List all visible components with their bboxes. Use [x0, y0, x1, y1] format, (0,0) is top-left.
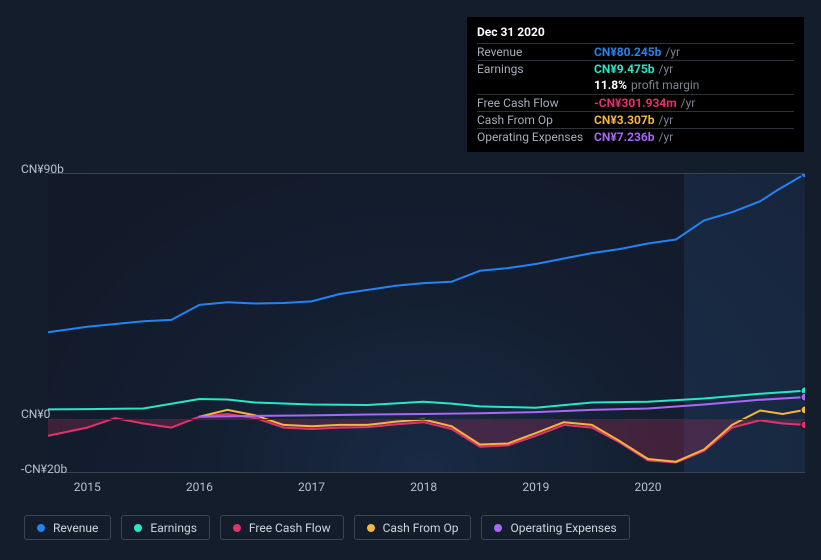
legend-item-label: Free Cash Flow [249, 521, 331, 535]
tooltip-row-value: 11.8% [594, 77, 627, 94]
tooltip-row-label: Free Cash Flow [477, 95, 594, 112]
tooltip-row-label: Operating Expenses [477, 129, 594, 146]
legend-item-free-cash-flow[interactable]: Free Cash Flow [220, 515, 344, 540]
chart-y-tick-label: CN¥0 [21, 407, 50, 421]
tooltip-row: Cash From OpCN¥3.307b/yr [477, 111, 794, 128]
tooltip-row-unit: /yr [659, 112, 674, 129]
tooltip-date: Dec 31 2020 [477, 24, 794, 43]
legend-item-label: Revenue [53, 521, 98, 535]
chart-svg [48, 174, 805, 474]
legend-item-revenue[interactable]: Revenue [24, 515, 111, 540]
tooltip-row: Free Cash Flow-CN¥301.934m/yr [477, 94, 794, 111]
tooltip-row-unit: /yr [659, 129, 674, 146]
tooltip-row-value: -CN¥301.934m [594, 95, 677, 112]
tooltip-row: 11.8%profit margin [477, 77, 794, 94]
chart-x-tick-label: 2019 [516, 480, 556, 494]
series-end-marker [801, 406, 805, 414]
chart-x-tick-label: 2015 [67, 480, 107, 494]
chart-x-tick-label: 2018 [404, 480, 444, 494]
chart-x-tick-label: 2017 [292, 480, 332, 494]
legend-item-earnings[interactable]: Earnings [121, 515, 210, 540]
legend-dot-icon [367, 524, 375, 532]
tooltip-row: RevenueCN¥80.245b/yr [477, 43, 794, 60]
chart-tooltip: Dec 31 2020 RevenueCN¥80.245b/yrEarnings… [467, 17, 804, 152]
chart-x-tick-label: 2020 [628, 480, 668, 494]
legend-dot-icon [233, 524, 241, 532]
chart-plot-area [48, 173, 805, 473]
tooltip-row: Operating ExpensesCN¥7.236b/yr [477, 128, 794, 145]
chart-x-tick-label: 2016 [179, 480, 219, 494]
chart-y-tick-label: CN¥90b [21, 162, 64, 176]
tooltip-row-unit: /yr [659, 61, 674, 78]
legend-dot-icon [134, 524, 142, 532]
legend-item-cash-from-op[interactable]: Cash From Op [354, 515, 472, 540]
chart-legend: Revenue Earnings Free Cash Flow Cash From O… [24, 515, 630, 540]
tooltip-row-value: CN¥80.245b [594, 44, 661, 61]
tooltip-row-label: Revenue [477, 44, 594, 61]
legend-dot-icon [37, 524, 45, 532]
tooltip-row: EarningsCN¥9.475b/yr [477, 60, 794, 77]
chart-gridline [48, 419, 805, 420]
series-end-marker [801, 421, 805, 429]
tooltip-row-label: Earnings [477, 61, 594, 78]
tooltip-row-value: CN¥3.307b [594, 112, 655, 129]
legend-item-label: Earnings [150, 521, 197, 535]
tooltip-row-unit: profit margin [631, 77, 699, 94]
legend-item-operating-expenses[interactable]: Operating Expenses [481, 515, 629, 540]
legend-item-label: Cash From Op [383, 521, 459, 535]
series-line-revenue [48, 174, 805, 332]
series-line-earnings [48, 391, 805, 410]
tooltip-row-value: CN¥9.475b [594, 61, 655, 78]
series-end-marker [801, 174, 805, 178]
chart-y-tick-label: -CN¥20b [21, 462, 67, 476]
legend-dot-icon [494, 524, 502, 532]
tooltip-row-value: CN¥7.236b [594, 129, 655, 146]
chart-x-axis: 2015 2016 2017 2018 2019 2020 [48, 480, 805, 496]
series-end-marker [801, 393, 805, 401]
tooltip-row-label: Cash From Op [477, 112, 594, 129]
tooltip-row-unit: /yr [681, 95, 696, 112]
tooltip-row-unit: /yr [665, 44, 680, 61]
legend-item-label: Operating Expenses [510, 521, 616, 535]
